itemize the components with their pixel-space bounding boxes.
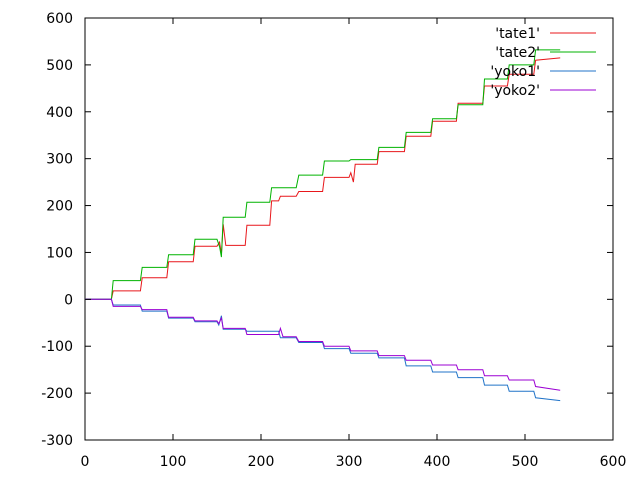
y-tick-label: 400 xyxy=(46,105,73,121)
tick-layer: -300 -200 -100 0 100 200 300 400 500 600 0 100 200 30… xyxy=(41,11,626,470)
x-tick-label: 400 xyxy=(424,454,451,470)
legend-label-tate2: 'tate2' xyxy=(495,45,540,61)
legend-label-tate1: 'tate1' xyxy=(495,26,540,42)
y-tick-label: -300 xyxy=(41,433,73,449)
series-line-yoko1 xyxy=(85,298,561,402)
x-tick-label: 0 xyxy=(81,454,90,470)
plot-frame xyxy=(84,17,614,441)
legend-label-yoko1: 'yoko1' xyxy=(490,64,540,80)
x-tick-label: 500 xyxy=(512,454,539,470)
y-tick-label: 100 xyxy=(46,245,73,261)
x-tick-label: 300 xyxy=(336,454,363,470)
y-tick-label: 300 xyxy=(46,152,73,168)
x-tick-label: 600 xyxy=(600,454,627,470)
y-tick-label: 0 xyxy=(64,292,73,308)
y-tick-label: -100 xyxy=(41,339,73,355)
x-tick-label: 100 xyxy=(160,454,187,470)
y-tick-label: 600 xyxy=(46,11,73,27)
legend: 'tate1' 'tate2' 'yoko1' 'yoko2' xyxy=(490,26,596,99)
series-line-tate2 xyxy=(85,49,561,300)
y-tick-label: -200 xyxy=(41,386,73,402)
series-line-yoko2 xyxy=(85,298,561,391)
y-tick-label: 500 xyxy=(46,58,73,74)
x-tick-label: 200 xyxy=(248,454,275,470)
series-line-tate1 xyxy=(85,57,561,300)
legend-label-yoko2: 'yoko2' xyxy=(490,83,540,99)
series-layer xyxy=(85,49,561,402)
y-tick-label: 200 xyxy=(46,199,73,215)
